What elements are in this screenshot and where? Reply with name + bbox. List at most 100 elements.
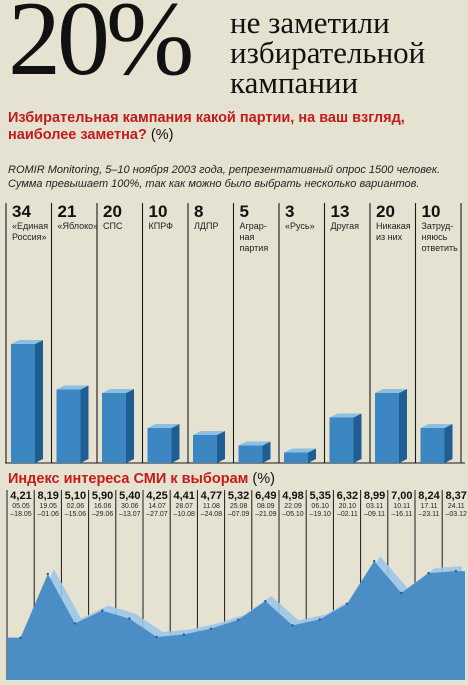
bar-category-label: «Яблоко» <box>57 221 99 231</box>
data-point <box>182 633 185 636</box>
bar-category-label: «Единая <box>12 221 49 231</box>
bar-label: 34 «Единая Россия» <box>12 203 54 243</box>
index-date-label: –18.05 <box>10 511 32 518</box>
bar-category-label: ЛДПР <box>194 221 219 231</box>
index-date-label: 05.05 <box>12 503 30 510</box>
bar-category-label: из них <box>376 232 403 242</box>
headline: не заметили избирательной кампании <box>230 5 426 100</box>
data-point <box>128 617 131 620</box>
bar-category-label: Затруд- <box>421 221 454 231</box>
bar-chart-title: Избирательная кампания какой партии, на … <box>8 110 463 144</box>
index-date-label: –29.06 <box>91 511 114 518</box>
bar-category-label: ответить <box>421 243 458 253</box>
index-label: 6,32 20.10 –02.11 <box>333 490 361 519</box>
bar-label: 20 СПС <box>103 203 145 232</box>
index-date-label: 03.11 <box>366 503 384 510</box>
data-point <box>454 569 457 573</box>
bar-top <box>56 385 89 390</box>
bar-chart-question: Избирательная кампания какой партии, на … <box>8 110 405 143</box>
index-date-label: 22.09 <box>284 503 302 510</box>
bar-category-label: няюсь <box>421 232 448 242</box>
bar <box>329 417 354 463</box>
headline-line: избирательной <box>230 35 426 70</box>
index-date-label: –13.07 <box>119 511 141 518</box>
bar-top <box>102 389 134 393</box>
index-label: 8,24 17.11 –23.11 <box>415 490 443 519</box>
bar-value-label: 34 <box>12 202 31 221</box>
index-date-label: –09.11 <box>364 511 386 518</box>
index-date-label: –27.07 <box>146 511 168 518</box>
index-date-label: –05.10 <box>282 511 304 518</box>
index-value-label: 4,41 <box>173 490 195 502</box>
bar <box>420 428 445 463</box>
index-label: 4,77 11.08 –24.08 <box>197 490 225 519</box>
bar-side <box>217 431 225 463</box>
big-number: 20% <box>8 0 194 97</box>
bar-label: 21 «Яблоко» <box>58 203 100 232</box>
area-chart-svg <box>6 490 468 680</box>
source-line: Сумма превышает 100%, так как можно было… <box>8 178 420 190</box>
bar-chart-svg <box>5 203 465 464</box>
index-date-label: 19.05 <box>39 503 57 510</box>
bar-side <box>444 424 453 463</box>
index-label: 5,40 30.06 –13.07 <box>116 490 144 519</box>
bar-side <box>308 448 316 463</box>
index-value-label: 5,32 <box>227 490 250 502</box>
bar-top <box>11 340 43 344</box>
index-value-label: 4,98 <box>282 490 304 502</box>
index-value-label: 5,10 <box>64 490 87 502</box>
index-label: 4,98 22.09 –05.10 <box>279 490 307 519</box>
index-value-label: 4,77 <box>200 490 223 502</box>
index-date-label: 25.08 <box>229 503 248 510</box>
data-point <box>318 618 321 621</box>
index-date-label: –01.06 <box>37 511 59 518</box>
bar-top <box>420 424 453 428</box>
index-date-label: –03.12 <box>445 511 467 518</box>
index-date-label: –07.09 <box>227 511 250 518</box>
bar <box>147 428 172 463</box>
index-label: 8,19 19.05 –01.06 <box>34 490 62 519</box>
index-label: 5,10 02.06 –15.06 <box>61 490 89 519</box>
index-date-label: –19.10 <box>309 511 331 518</box>
index-date-label: –24.08 <box>200 511 223 518</box>
index-label: 5,90 16.06 –29.06 <box>89 490 117 519</box>
bar-chart: 34 «Единая Россия» 21 «Яблоко» 20 СПС 10 КПРФ 8 ЛД… <box>5 203 465 468</box>
area-chart: 4,21 05.05 –18.05 8,19 19.05 –01.06 5,10 02.06–… <box>5 490 468 680</box>
bar-top <box>284 448 316 453</box>
bar-label: 8 ЛДПР <box>194 203 236 232</box>
headline-line: кампании <box>230 65 359 100</box>
bar-value-label: 20 <box>103 202 122 221</box>
bar-value-label: 13 <box>330 202 350 221</box>
bar-category-label: Другая <box>330 221 359 231</box>
source-line: ROMIR Monitoring, 5–10 ноября 2003 года,… <box>8 164 441 176</box>
bar-top <box>329 413 362 418</box>
bar-value-label: 5 <box>239 202 249 221</box>
bar-top <box>375 389 407 393</box>
bar <box>102 393 126 463</box>
index-date-label: 02.06 <box>66 503 85 510</box>
bar-side <box>35 340 43 463</box>
bar-value-label: 20 <box>376 202 395 221</box>
bar-side <box>171 424 180 463</box>
bar-category-label: СПС <box>103 221 123 231</box>
bar-value-label: 21 <box>57 202 77 221</box>
data-point <box>237 618 240 622</box>
bar <box>56 389 81 463</box>
bar-label: 10 КПРФ <box>149 203 191 232</box>
bar-top <box>147 424 180 428</box>
index-date-label: –21.09 <box>255 511 277 518</box>
headline-line: не заметили <box>230 5 390 40</box>
data-point <box>345 602 349 606</box>
index-label: 4,41 28.07 –10.08 <box>170 490 198 519</box>
index-value-label: 5,40 <box>119 490 141 502</box>
index-value-label: 4,21 <box>10 490 32 502</box>
index-date-label: 06.10 <box>311 503 329 510</box>
bar-category-label: Никакая <box>376 221 411 231</box>
bar-top <box>193 431 225 435</box>
bar-label: 10 Затруд-няюсь ответить <box>422 203 464 254</box>
index-date-label: –02.11 <box>336 511 358 518</box>
bar-label: 20 Никакая из них <box>376 203 418 243</box>
index-date-label: 24.11 <box>447 503 465 510</box>
index-label: 4,25 14.07 –27.07 <box>143 490 171 519</box>
data-point <box>373 559 376 563</box>
